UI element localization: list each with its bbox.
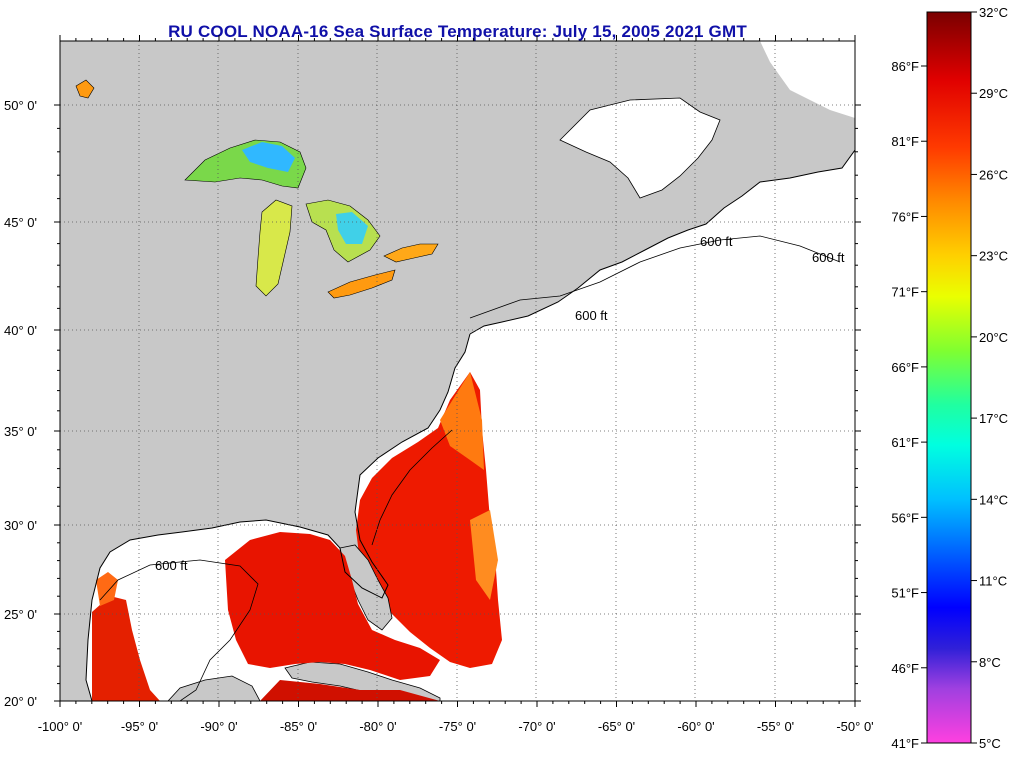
land-north-america bbox=[60, 41, 855, 701]
colorbar-fahrenheit-label: 56°F bbox=[891, 510, 919, 525]
colorbar-fahrenheit-label: 66°F bbox=[891, 360, 919, 375]
lon-tick-label: -50° 0' bbox=[836, 719, 873, 734]
lon-tick-label: -90° 0' bbox=[200, 719, 237, 734]
isobath-atlantic-north bbox=[469, 235, 841, 319]
colorbar-celsius-label: 14°C bbox=[979, 492, 1008, 507]
colorbar-fahrenheit-label: 76°F bbox=[891, 209, 919, 224]
latitude-axis: 50° 0' 45° 0' 40° 0' 35° 0' 30° 0' 25° 0' 20° … bbox=[4, 98, 861, 709]
land-maritimes bbox=[690, 118, 852, 172]
colorbar-celsius-label: 17°C bbox=[979, 411, 1008, 426]
lon-tick-label: -80° 0' bbox=[359, 719, 396, 734]
colorbar-celsius-label: 5°C bbox=[979, 736, 1001, 751]
lat-tick-label: 30° 0' bbox=[4, 518, 37, 533]
lat-tick-label: 50° 0' bbox=[4, 98, 37, 113]
colorbar bbox=[926, 11, 972, 744]
gulf-orange-west bbox=[96, 572, 118, 606]
colorbar-celsius-label: 32°C bbox=[979, 5, 1008, 20]
colorbar-fahrenheit-label: 51°F bbox=[891, 586, 919, 601]
map-plot-area: 600 ft 600 ft 600 ft 600 ft bbox=[60, 41, 855, 701]
great-lakes-sst bbox=[75, 79, 439, 299]
lon-tick-label: -65° 0' bbox=[598, 719, 635, 734]
lake-of-the-woods bbox=[75, 79, 95, 99]
lake-huron-cool-patch bbox=[336, 212, 368, 244]
lon-tick-label: -70° 0' bbox=[518, 719, 555, 734]
atlantic-orange-patch bbox=[470, 510, 498, 600]
isobath-atlantic-south bbox=[371, 429, 453, 546]
colorbar-labels: 32°C 29°C 26°C 23°C 20°C 17°C 14°C 11°C 8°C 5°C 86… bbox=[891, 5, 1008, 751]
colorbar-celsius-label: 23°C bbox=[979, 249, 1008, 264]
land-nova-scotia bbox=[600, 198, 710, 256]
colorbar-fahrenheit-label: 46°F bbox=[891, 661, 919, 676]
atlantic-orange-band bbox=[440, 372, 484, 470]
lat-tick-label: 45° 0' bbox=[4, 215, 37, 230]
lat-tick-label: 25° 0' bbox=[4, 607, 37, 622]
lat-lon-grid bbox=[60, 41, 855, 701]
gulf-of-mexico-sst bbox=[92, 532, 440, 701]
colorbar-celsius-label: 20°C bbox=[979, 330, 1008, 345]
gulf-warm-west bbox=[92, 596, 160, 701]
atlantic-sst-swath bbox=[339, 372, 502, 668]
land-yucatan bbox=[167, 675, 261, 701]
isobath-gulf bbox=[99, 559, 259, 701]
lon-tick-label: -85° 0' bbox=[280, 719, 317, 734]
isobath-label-ne: 600 ft bbox=[700, 234, 733, 249]
coastline-northeast bbox=[469, 149, 855, 335]
lon-tick-label: -100° 0' bbox=[38, 719, 83, 734]
lat-tick-label: 20° 0' bbox=[4, 694, 37, 709]
caribbean-warm bbox=[260, 680, 440, 701]
lake-superior-cool-patch bbox=[242, 142, 295, 172]
colorbar-celsius-label: 8°C bbox=[979, 655, 1001, 670]
colorbar-celsius-label: 26°C bbox=[979, 167, 1008, 182]
coastline bbox=[85, 333, 471, 701]
lake-michigan bbox=[255, 199, 293, 297]
colorbar-celsius-label: 29°C bbox=[979, 86, 1008, 101]
isobath-600ft bbox=[99, 235, 841, 701]
lat-tick-label: 40° 0' bbox=[4, 323, 37, 338]
lon-tick-label: -60° 0' bbox=[677, 719, 714, 734]
isobath-label-gulf: 600 ft bbox=[155, 558, 188, 573]
colorbar-fahrenheit-label: 71°F bbox=[891, 285, 919, 300]
colorbar-fahrenheit-label: 41°F bbox=[891, 736, 919, 751]
lake-ontario bbox=[383, 243, 439, 263]
colorbar-fahrenheit-label: 61°F bbox=[891, 435, 919, 450]
lon-tick-label: -75° 0' bbox=[439, 719, 476, 734]
isobath-label-ne2: 600 ft bbox=[812, 250, 845, 265]
isobath-label-mid: 600 ft bbox=[575, 308, 608, 323]
lon-tick-label: -55° 0' bbox=[757, 719, 794, 734]
lat-tick-label: 35° 0' bbox=[4, 424, 37, 439]
colorbar-celsius-label: 11°C bbox=[979, 574, 1007, 589]
colorbar-fahrenheit-label: 86°F bbox=[891, 59, 919, 74]
map-title: RU COOL NOAA-16 Sea Surface Temperature:… bbox=[168, 22, 747, 41]
colorbar-fahrenheit-label: 81°F bbox=[891, 134, 919, 149]
gulf-warm-main bbox=[225, 532, 440, 680]
lake-erie bbox=[327, 269, 396, 299]
lon-tick-label: -95° 0' bbox=[121, 719, 158, 734]
longitude-axis: -100° 0' -95° 0' -90° 0' -85° 0' -80° 0' -75°… bbox=[38, 35, 874, 734]
water-gulf-st-lawrence bbox=[559, 97, 721, 199]
